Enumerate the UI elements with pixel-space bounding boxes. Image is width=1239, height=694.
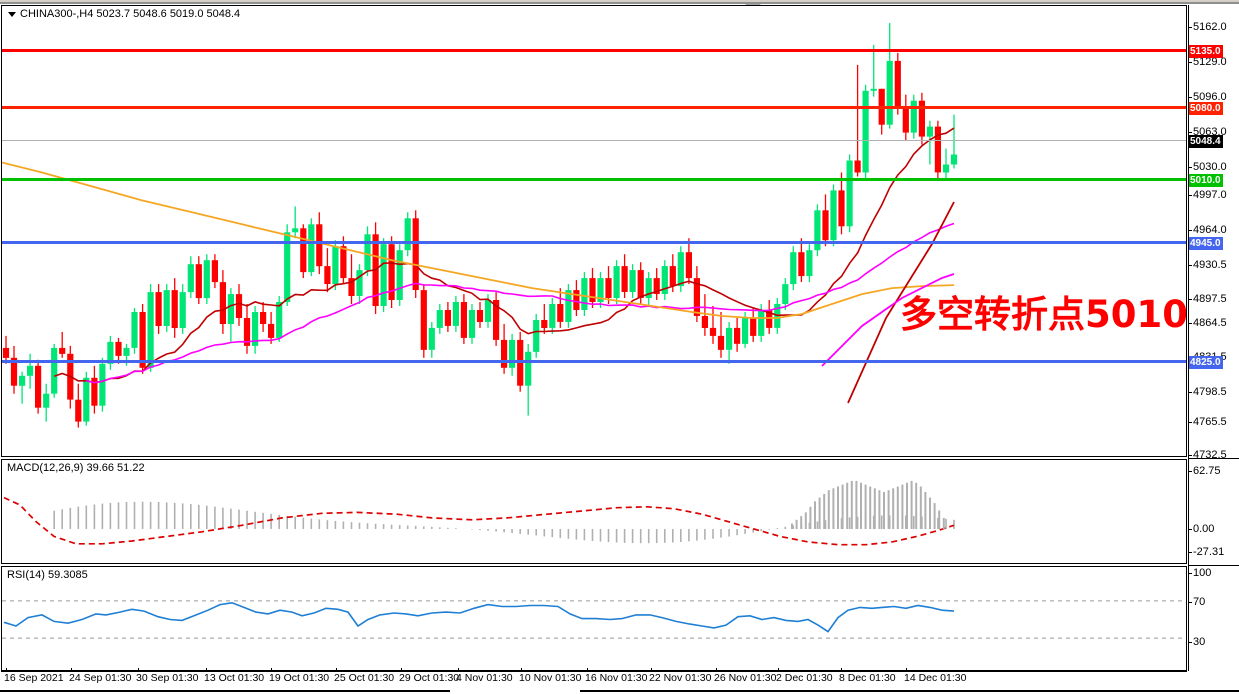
rsi-plot [2,600,1186,639]
level-line-5080[interactable] [2,106,1186,109]
time-axis-tick [206,668,207,672]
indicator-tick: 70 [1188,596,1239,608]
time-axis-label: 29 Oct 01:30 [399,672,460,684]
scale-separator [1188,458,1239,459]
level-line-4945[interactable] [2,241,1186,244]
indicator-tick: 0.00 [1188,523,1239,535]
time-axis-tick [336,668,337,672]
level-line-5135[interactable] [2,49,1186,52]
time-axis-tick [716,668,717,672]
time-axis-rule [1,671,1187,672]
candlestick-plot [2,23,958,428]
time-axis-label: 8 Dec 01:30 [839,672,896,684]
time-axis-label: 2 Dec 01:30 [776,672,833,684]
time-axis-tick [458,668,459,672]
indicator-tick: 62.75 [1188,465,1239,477]
time-axis-label: 16 Sep 2021 [4,672,64,684]
price-tick: 5096.0 [1188,91,1239,103]
time-axis-tick [138,668,139,672]
symbol-header-text: CHINA300-,H4 5023.7 5048.6 5019.0 5048.4 [20,8,241,20]
indicator-tick: 30 [1188,636,1239,648]
time-axis-label: 22 Nov 01:30 [649,672,712,684]
price-tick: 4864.5 [1188,317,1239,329]
current-price-line [2,140,1186,141]
price-scale-axis[interactable]: 5162.0 5129.0 5096.0 5063.0 5030.0 4997.0 4964… [1188,5,1239,671]
price-level-tag[interactable]: 5135.0 [1188,45,1223,58]
time-axis[interactable]: 16 Sep 2021 24 Sep 01:30 30 Sep 01:30 13 Oc… [1,668,1187,688]
time-axis-label: 10 Nov 01:30 [519,672,582,684]
symbol-header-row: CHINA300-,H4 5023.7 5048.6 5019.0 5048.4 [8,8,240,20]
price-level-tag[interactable]: 5080.0 [1188,102,1223,115]
price-tick: 4964.0 [1188,224,1239,236]
window-titlebar [0,0,1239,4]
time-axis-label: 30 Sep 01:30 [136,672,199,684]
time-axis-tick [841,668,842,672]
scrollbar-track-left[interactable] [0,690,450,692]
time-axis-tick [651,668,652,672]
indicator-tick: -27.31 [1188,546,1239,558]
level-line-4825[interactable] [2,360,1186,363]
scale-separator [1188,565,1239,566]
price-tick: 5162.0 [1188,21,1239,33]
price-tick: 4930.5 [1188,259,1239,271]
time-axis-tick [401,668,402,672]
time-axis-tick [521,668,522,672]
price-level-tag[interactable]: 4825.0 [1188,356,1223,369]
time-axis-label: 24 Sep 01:30 [69,672,132,684]
time-axis-tick [6,668,7,672]
rsi-panel[interactable]: RSI(14) 59.3085 [1,566,1187,671]
horizontal-scrollbar[interactable] [0,688,1239,694]
price-tick: 4732.5 [1188,449,1239,461]
time-axis-tick [778,668,779,672]
time-axis-label: 25 Oct 01:30 [334,672,395,684]
price-tick: 4997.0 [1188,189,1239,201]
indicator-tick: 100 [1188,567,1239,579]
price-tick: 5129.0 [1188,56,1239,68]
chart-annotation-text: 多空转折点5010 [900,293,1187,336]
scale-axis-line [1188,5,1189,671]
macd-panel[interactable]: MACD(12,26,9) 39.66 51.22 [1,459,1187,564]
time-axis-label: 4 Nov 01:30 [456,672,513,684]
time-axis-label: 14 Dec 01:30 [904,672,967,684]
time-axis-tick [906,668,907,672]
time-axis-tick [71,668,72,672]
price-level-tag[interactable]: 5010.0 [1188,174,1223,187]
price-level-tag[interactable]: 4945.0 [1188,237,1223,250]
level-line-5010[interactable] [2,178,1186,181]
macd-plot [3,480,955,546]
time-axis-tick [587,668,588,672]
time-axis-label: 16 Nov 01:30 [585,672,648,684]
rsi-label: RSI(14) 59.3085 [7,569,88,581]
time-axis-label: 26 Nov 01:30 [714,672,777,684]
price-tick: 4798.5 [1188,386,1239,398]
titlebar-highlight [0,0,1239,2]
macd-label: MACD(12,26,9) 39.66 51.22 [7,462,145,474]
time-axis-label: 19 Oct 01:30 [269,672,330,684]
time-axis-tick [271,668,272,672]
price-tick: 4765.5 [1188,416,1239,428]
triangle-down-icon[interactable] [8,11,16,17]
price-level-tag[interactable]: 5048.4 [1188,135,1223,148]
scrollbar-thumb[interactable] [580,690,1239,692]
price-tick: 5030.0 [1188,161,1239,173]
price-chart-panel[interactable]: CHINA300-,H4 5023.7 5048.6 5019.0 5048.4… [1,5,1187,457]
time-axis-label: 13 Oct 01:30 [204,672,265,684]
price-tick: 4897.5 [1188,293,1239,305]
